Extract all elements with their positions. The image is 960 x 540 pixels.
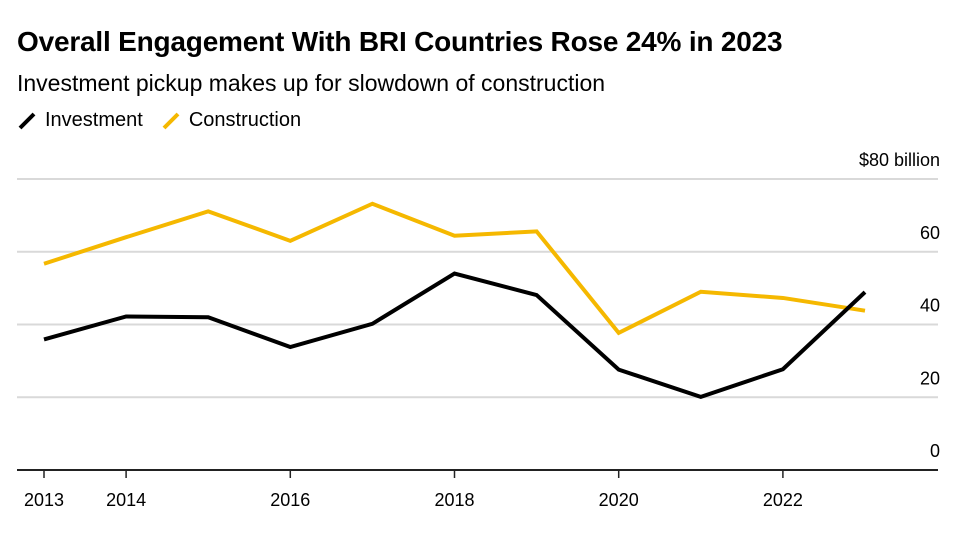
y-tick-label: 20 <box>920 368 940 388</box>
legend-item-construction: Construction <box>161 109 301 132</box>
diagonal-line-icon <box>162 112 180 129</box>
x-tick-label: 2014 <box>106 490 146 510</box>
legend-label-construction: Construction <box>188 109 302 131</box>
chart-subtitle: Investment pickup makes up for slowdown … <box>17 70 606 96</box>
legend-label-investment: Investment <box>45 109 143 131</box>
gridlines <box>17 178 938 399</box>
y-axis-labels: $80 billion 60 40 20 0 <box>859 150 940 461</box>
x-tick-label: 2022 <box>763 490 803 510</box>
legend-item-investment: Investment <box>17 109 143 132</box>
x-tick-label: 2020 <box>599 490 639 510</box>
y-tick-label: 60 <box>920 223 940 243</box>
x-tick-label: 2018 <box>434 490 474 510</box>
series-line-construction <box>43 201 866 336</box>
series-lines <box>43 201 867 399</box>
diagonal-line-icon <box>18 112 36 129</box>
x-axis: 2013 2014 2016 2018 2020 2022 <box>17 469 938 510</box>
x-tick-label: 2013 <box>24 490 64 510</box>
legend: Investment Construction <box>17 109 319 132</box>
y-tick-label: 0 <box>930 441 940 461</box>
y-tick-label: $80 billion <box>859 150 940 170</box>
series-line-investment <box>43 271 867 399</box>
y-tick-label: 40 <box>920 296 940 316</box>
chart-title: Overall Engagement With BRI Countries Ro… <box>17 26 783 57</box>
x-tick-label: 2016 <box>270 490 310 510</box>
